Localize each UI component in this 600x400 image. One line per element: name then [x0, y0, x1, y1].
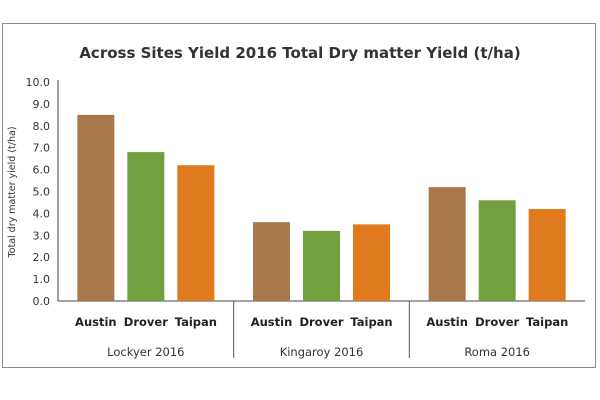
category-label: Austin — [426, 315, 468, 329]
y-axis-label: Total dry matter yield (t/ha) — [7, 126, 18, 258]
y-tick-label: 10.0 — [26, 76, 51, 89]
category-label: Drover — [124, 315, 168, 329]
bar-taipan — [528, 209, 566, 301]
bar-drover — [478, 200, 516, 301]
y-tick-label: 6.0 — [33, 164, 51, 177]
group-label: Kingaroy 2016 — [280, 345, 364, 359]
category-label: Taipan — [350, 315, 392, 329]
y-tick-label: 1.0 — [33, 273, 51, 286]
category-label: Taipan — [175, 315, 217, 329]
y-tick-label: 5.0 — [33, 186, 51, 199]
bar-austin — [428, 187, 466, 301]
chart-title: Across Sites Yield 2016 Total Dry matter… — [79, 44, 520, 62]
y-tick-label: 7.0 — [33, 142, 51, 155]
y-tick-label: 0.0 — [33, 295, 51, 308]
bar-austin — [253, 222, 290, 301]
category-label: Drover — [299, 315, 343, 329]
category-labels: Austin Drover Taipan Austin Drover Taipan Aust… — [75, 315, 568, 329]
category-label: Austin — [75, 315, 117, 329]
y-tick-label: 4.0 — [33, 207, 51, 220]
group-label: Roma 2016 — [464, 345, 530, 359]
group-label: Lockyer 2016 — [107, 345, 184, 359]
bar-austin — [77, 114, 115, 301]
y-tick-label: 9.0 — [33, 98, 51, 111]
y-tick-labels: 0.0 1.0 2.0 3.0 4.0 5.0 6.0 7.0 8.0 9.0 10.0 — [26, 76, 51, 308]
category-label: Taipan — [526, 315, 568, 329]
y-tick-label: 3.0 — [33, 229, 51, 242]
category-label: Drover — [475, 315, 519, 329]
bars — [77, 114, 566, 301]
bar-drover — [127, 152, 165, 301]
group-labels: Lockyer 2016 Kingaroy 2016 Roma 2016 — [107, 345, 530, 359]
y-tick-label: 2.0 — [33, 251, 51, 264]
bar-drover — [303, 230, 340, 301]
category-label: Austin — [251, 315, 293, 329]
bar-taipan — [177, 165, 215, 301]
bar-taipan — [353, 224, 390, 301]
group-dividers — [233, 301, 410, 358]
y-tick-label: 8.0 — [33, 120, 51, 133]
